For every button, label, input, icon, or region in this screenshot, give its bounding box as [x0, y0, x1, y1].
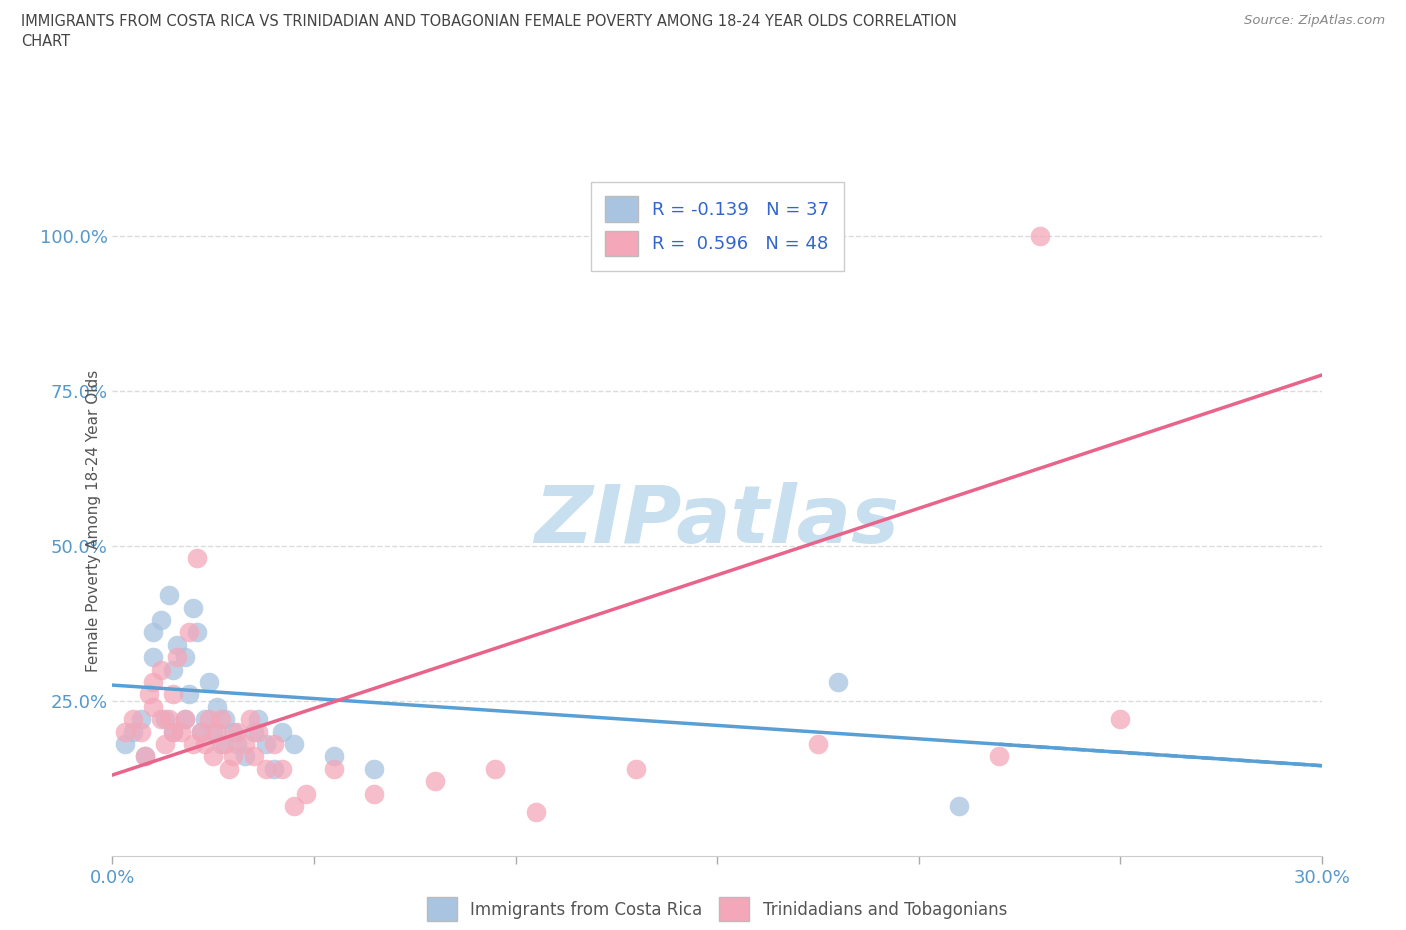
Point: [134, 749, 156, 764]
Point: [214, 711, 236, 726]
Point: [235, 737, 257, 751]
Point: [254, 762, 277, 777]
Point: [129, 724, 152, 739]
Point: [194, 711, 217, 726]
Point: [198, 674, 221, 689]
Point: [149, 613, 172, 628]
Text: IMMIGRANTS FROM COSTA RICA VS TRINIDADIAN AND TOBAGONIAN FEMALE POVERTY AMONG 18: IMMIGRANTS FROM COSTA RICA VS TRINIDADIA…: [21, 14, 957, 29]
Point: [827, 674, 849, 689]
Point: [209, 737, 232, 751]
Point: [190, 724, 212, 739]
Point: [323, 762, 346, 777]
Point: [207, 724, 229, 739]
Point: [1028, 228, 1050, 243]
Text: ZIPatlas: ZIPatlas: [534, 482, 900, 560]
Point: [157, 588, 180, 603]
Point: [270, 724, 292, 739]
Point: [263, 762, 285, 777]
Point: [807, 737, 830, 751]
Point: [363, 762, 385, 777]
Point: [1109, 711, 1132, 726]
Point: [186, 551, 208, 565]
Point: [295, 786, 318, 801]
Point: [484, 762, 506, 777]
Point: [948, 799, 970, 814]
Point: [214, 737, 236, 751]
Point: [246, 711, 269, 726]
Point: [121, 724, 143, 739]
Point: [363, 786, 385, 801]
Point: [209, 711, 232, 726]
Point: [198, 711, 221, 726]
Point: [186, 625, 208, 640]
Point: [222, 749, 245, 764]
Point: [138, 687, 160, 702]
Point: [626, 762, 648, 777]
Y-axis label: Female Poverty Among 18-24 Year Olds: Female Poverty Among 18-24 Year Olds: [86, 370, 101, 672]
Point: [153, 711, 176, 726]
Point: [157, 711, 180, 726]
Point: [181, 600, 204, 615]
Legend: Immigrants from Costa Rica, Trinidadians and Tobagonians: Immigrants from Costa Rica, Trinidadians…: [420, 891, 1014, 927]
Point: [162, 687, 184, 702]
Point: [174, 711, 197, 726]
Text: Source: ZipAtlas.com: Source: ZipAtlas.com: [1244, 14, 1385, 27]
Point: [166, 650, 188, 665]
Point: [114, 724, 136, 739]
Point: [194, 737, 217, 751]
Point: [323, 749, 346, 764]
Point: [149, 711, 172, 726]
Point: [181, 737, 204, 751]
Point: [121, 711, 143, 726]
Point: [162, 724, 184, 739]
Point: [170, 724, 193, 739]
Point: [114, 737, 136, 751]
Point: [162, 724, 184, 739]
Point: [242, 724, 264, 739]
Point: [202, 724, 225, 739]
Point: [246, 724, 269, 739]
Point: [202, 749, 225, 764]
Point: [177, 687, 200, 702]
Point: [153, 737, 176, 751]
Point: [988, 749, 1011, 764]
Point: [283, 737, 305, 751]
Point: [242, 749, 264, 764]
Point: [263, 737, 285, 751]
Point: [226, 737, 249, 751]
Point: [129, 711, 152, 726]
Point: [142, 699, 165, 714]
Point: [134, 749, 156, 764]
Point: [270, 762, 292, 777]
Point: [423, 774, 446, 789]
Point: [162, 662, 184, 677]
Point: [238, 711, 260, 726]
Point: [222, 724, 245, 739]
Point: [142, 650, 165, 665]
Point: [190, 724, 212, 739]
Point: [166, 637, 188, 652]
Point: [142, 674, 165, 689]
Point: [174, 711, 197, 726]
Point: [226, 724, 249, 739]
Point: [524, 804, 547, 819]
Point: [283, 799, 305, 814]
Point: [177, 625, 200, 640]
Text: CHART: CHART: [21, 34, 70, 49]
Point: [254, 737, 277, 751]
Point: [149, 662, 172, 677]
Point: [174, 650, 197, 665]
Point: [207, 699, 229, 714]
Point: [235, 749, 257, 764]
Point: [218, 762, 240, 777]
Point: [142, 625, 165, 640]
